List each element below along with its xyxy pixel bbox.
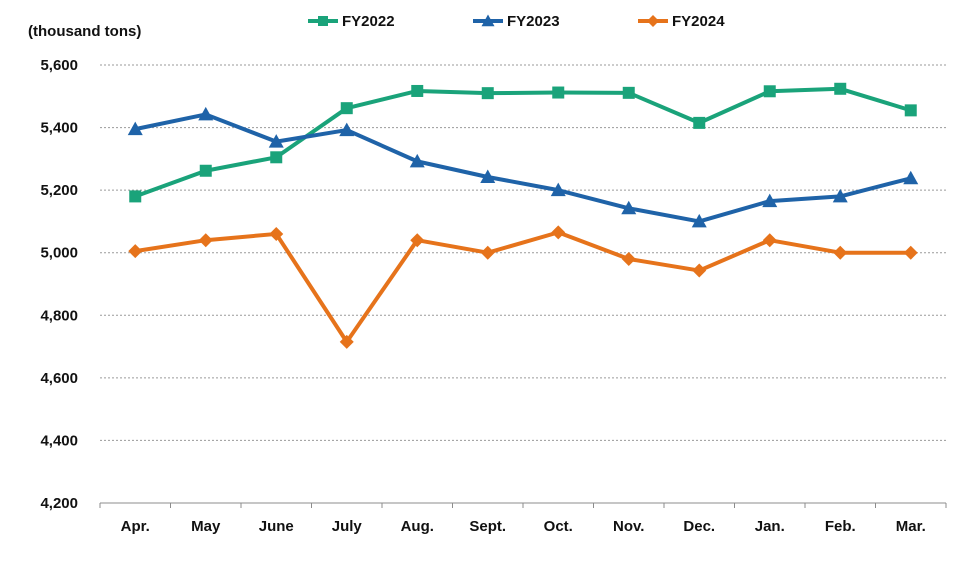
data-point — [691, 213, 707, 228]
data-point — [480, 169, 496, 184]
series-line — [133, 230, 913, 344]
data-point — [762, 193, 778, 208]
y-tick-label: 5,200 — [40, 182, 78, 199]
x-tick-label: Aug. — [401, 518, 434, 535]
series-line — [133, 112, 913, 224]
data-point — [762, 233, 777, 248]
data-point — [833, 245, 848, 260]
data-point — [269, 226, 284, 241]
data-point — [411, 84, 424, 97]
series-layer — [127, 82, 919, 349]
y-tick-label: 4,400 — [40, 432, 78, 449]
x-axis: Apr. May June July Aug. Sept. Oct. Nov. Dec. Jan.… — [99, 502, 947, 535]
x-tick-label: June — [259, 518, 294, 535]
x-tick-label: Jan. — [755, 518, 785, 535]
data-point — [550, 182, 566, 197]
data-point — [198, 233, 213, 248]
legend-marker — [318, 16, 328, 26]
data-point — [834, 82, 847, 95]
series-line — [133, 86, 913, 199]
y-tick-label: 5,400 — [40, 120, 78, 137]
legend-label: FY2022 — [342, 13, 395, 30]
data-point — [622, 86, 635, 99]
series-fy2024 — [128, 225, 918, 349]
legend-item: FY2023 — [473, 13, 560, 30]
y-axis-tick-labels: 4,200 4,400 4,600 4,800 5,000 5,200 5,400 5,600 — [40, 57, 78, 512]
data-point — [551, 225, 566, 240]
legend-marker — [647, 15, 659, 27]
data-point — [480, 245, 495, 260]
x-tick-label: July — [332, 518, 363, 535]
data-point — [128, 244, 143, 259]
data-point — [621, 251, 636, 266]
data-point — [268, 134, 284, 148]
data-point — [904, 104, 917, 117]
x-tick-label: Oct. — [544, 518, 573, 535]
x-tick-label: Nov. — [613, 518, 644, 535]
data-point — [127, 121, 143, 136]
y-tick-label: 4,200 — [40, 495, 78, 512]
data-point — [903, 170, 919, 185]
unit-label: (thousand tons) — [28, 23, 141, 40]
data-point — [410, 233, 425, 248]
legend-label: FY2023 — [507, 13, 560, 30]
data-point — [339, 334, 354, 349]
data-point — [270, 151, 283, 164]
x-tick-label: Sept. — [469, 518, 506, 535]
y-tick-label: 5,600 — [40, 57, 78, 74]
x-tick-label: Feb. — [825, 518, 856, 535]
data-point — [339, 122, 355, 137]
data-point — [481, 87, 494, 100]
data-point — [198, 106, 214, 121]
data-point — [199, 164, 212, 177]
data-point — [621, 200, 637, 215]
legend: FY2022 FY2023 FY2024 — [308, 13, 725, 30]
legend-item: FY2024 — [638, 13, 725, 30]
gridlines — [100, 64, 946, 441]
x-tick-label: Mar. — [896, 518, 926, 535]
series-fy2023 — [127, 106, 919, 228]
data-point — [903, 245, 918, 260]
data-point — [552, 86, 565, 99]
data-point — [409, 153, 425, 168]
data-point — [832, 188, 848, 203]
data-point — [129, 190, 142, 203]
x-tick-label: Dec. — [683, 518, 715, 535]
x-tick-label: Apr. — [121, 518, 150, 535]
y-tick-label: 4,600 — [40, 370, 78, 387]
data-point — [763, 85, 776, 98]
series-fy2022 — [129, 82, 917, 203]
data-point — [693, 116, 706, 129]
data-point — [692, 263, 707, 278]
x-tick-label: May — [191, 518, 221, 535]
y-tick-label: 4,800 — [40, 307, 78, 324]
data-point — [340, 102, 353, 115]
legend-item: FY2022 — [308, 13, 395, 30]
legend-marker — [481, 14, 495, 27]
y-tick-label: 5,000 — [40, 245, 78, 262]
legend-label: FY2024 — [672, 13, 725, 30]
